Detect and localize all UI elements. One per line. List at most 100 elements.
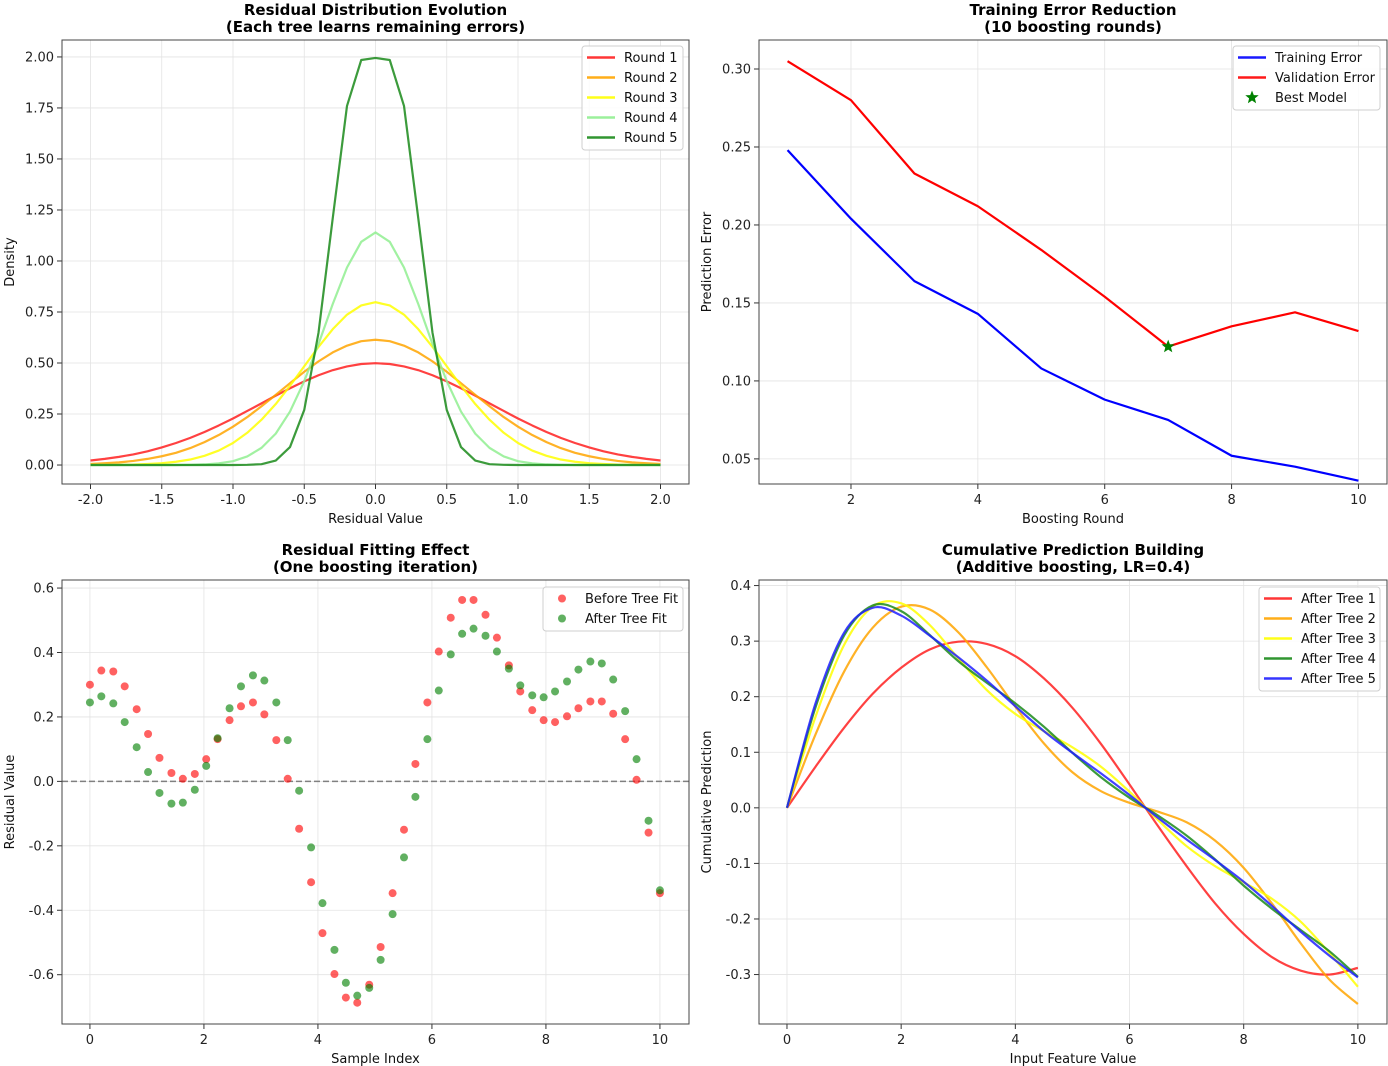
x-tick-label: 0 xyxy=(783,1033,791,1048)
legend-box xyxy=(1258,586,1381,692)
scatter-point xyxy=(236,702,245,711)
y-tick-label: 0.30 xyxy=(722,63,751,78)
series-line xyxy=(785,605,1359,979)
legend-item: Round 5 xyxy=(587,131,678,146)
scatter-point xyxy=(341,993,350,1002)
scatter-point xyxy=(609,709,618,718)
legend-item: After Tree 5 xyxy=(1264,672,1376,687)
scatter-point xyxy=(586,657,595,666)
scatter-point xyxy=(272,736,281,745)
x-tick-label: 2 xyxy=(200,1033,208,1048)
y-tick-label: 0.0 xyxy=(33,775,54,790)
x-tick-label: 10 xyxy=(652,1033,669,1048)
scatter-point xyxy=(481,610,490,619)
x-tick-label: 10 xyxy=(1350,1033,1367,1048)
scatter-point xyxy=(236,682,245,691)
scatter-point xyxy=(492,647,501,656)
scatter-point xyxy=(528,706,537,715)
legend-label: Round 2 xyxy=(624,71,678,86)
x-tick-label: 0.0 xyxy=(365,493,386,508)
axes-frame xyxy=(758,39,1388,485)
y-tick-label: -0.2 xyxy=(29,839,54,854)
y-tick-label: 0.75 xyxy=(25,305,54,320)
scatter-point xyxy=(318,899,327,908)
scatter-point xyxy=(492,633,501,642)
scatter-point xyxy=(400,825,408,834)
series-line xyxy=(785,603,1359,1005)
chart-subtitle: (One boosting iteration) xyxy=(273,558,478,576)
scatter-point xyxy=(167,769,176,777)
series-line xyxy=(90,56,661,467)
scatter-point xyxy=(481,631,490,640)
y-tick-label: 1.00 xyxy=(25,254,54,269)
scatter-point xyxy=(621,735,630,744)
legend-item: After Tree Fit xyxy=(558,612,667,627)
y-tick-label: 0.1 xyxy=(730,746,751,761)
scatter-point xyxy=(388,889,397,898)
scatter-point xyxy=(307,843,316,852)
x-tick-label: 4 xyxy=(974,493,982,508)
legend-item: After Tree 1 xyxy=(1264,592,1376,607)
x-axis-label: Input Feature Value xyxy=(1010,1052,1137,1066)
scatter-point xyxy=(132,705,141,714)
legend-dot-swatch xyxy=(558,594,566,603)
y-tick-label: 0.00 xyxy=(25,459,54,474)
scatter-point xyxy=(248,698,257,707)
legend: Round 1 Round 2 Round 3 Round 4 Round 5 xyxy=(581,45,684,151)
x-tick-label: -1.0 xyxy=(220,493,245,508)
axes-frame xyxy=(61,579,690,1025)
legend: After Tree 1 After Tree 2 After Tree 3 Afte… xyxy=(1258,586,1381,692)
y-tick-label: 0.25 xyxy=(25,408,54,423)
subplot-3: 0 2 4 6 8 10 -0.6 -0.4 -0.2 0.0 0.2 0.4 0.6 Residual … xyxy=(3,541,690,1066)
scatter-point xyxy=(469,595,478,604)
y-tick-label: 0.25 xyxy=(722,140,751,155)
scatter-point xyxy=(97,692,106,701)
subplot-2: 2 4 6 8 10 0.05 0.10 0.15 0.20 0.25 0.30 Training E… xyxy=(700,1,1388,527)
x-tick-label: 10 xyxy=(1350,493,1367,508)
y-tick-label: 0.0 xyxy=(730,801,751,816)
scatter-point xyxy=(330,945,339,954)
scatter-point xyxy=(155,753,164,762)
legend-label: After Tree 4 xyxy=(1301,652,1376,667)
legend-item: Training Error xyxy=(1238,51,1363,66)
chart-subtitle: (Each tree learns remaining errors) xyxy=(226,18,525,36)
plot-area xyxy=(90,56,661,467)
legend-item: Round 1 xyxy=(587,51,678,66)
chart-title: Cumulative Prediction Building xyxy=(942,541,1204,559)
x-tick-label: 6 xyxy=(428,1033,436,1048)
plot-area xyxy=(786,60,1359,482)
scatter-point xyxy=(458,629,467,638)
y-tick-label: 0.2 xyxy=(33,710,54,725)
legend-label: Round 4 xyxy=(624,111,678,126)
legend-item: After Tree 2 xyxy=(1264,612,1376,627)
x-tick-label: 2.0 xyxy=(650,493,671,508)
scatter-point xyxy=(411,759,420,768)
scatter-point xyxy=(178,798,187,807)
x-tick-label: 8 xyxy=(1240,1033,1248,1048)
scatter-point xyxy=(109,699,118,708)
y-tick-label: 1.50 xyxy=(25,152,54,167)
scatter-point xyxy=(586,697,595,706)
x-tick-label: 1.0 xyxy=(508,493,529,508)
axes-frame xyxy=(758,579,1388,1025)
scatter-point xyxy=(97,666,106,675)
legend: Training Error Validation Error Best Model xyxy=(1232,45,1381,111)
y-tick-label: 0.05 xyxy=(722,452,751,467)
x-axis-label: Residual Value xyxy=(328,512,423,527)
x-tick-label: 6 xyxy=(1101,493,1109,508)
scatter-point xyxy=(632,755,641,764)
series-line xyxy=(90,301,661,467)
axes-frame xyxy=(61,39,690,485)
y-tick-label: 0.50 xyxy=(25,357,54,372)
x-tick-label: 8 xyxy=(1227,493,1235,508)
legend-label: After Tree Fit xyxy=(585,612,667,627)
x-axis-label: Boosting Round xyxy=(1022,512,1124,527)
y-axis-label: Residual Value xyxy=(3,755,18,850)
scatter-point xyxy=(655,886,664,895)
x-tick-label: -0.5 xyxy=(292,493,317,508)
scatter-point xyxy=(621,707,630,716)
legend-item: Round 2 xyxy=(587,71,678,86)
y-tick-label: 2.00 xyxy=(25,50,54,65)
chart-title: Residual Fitting Effect xyxy=(282,541,470,559)
